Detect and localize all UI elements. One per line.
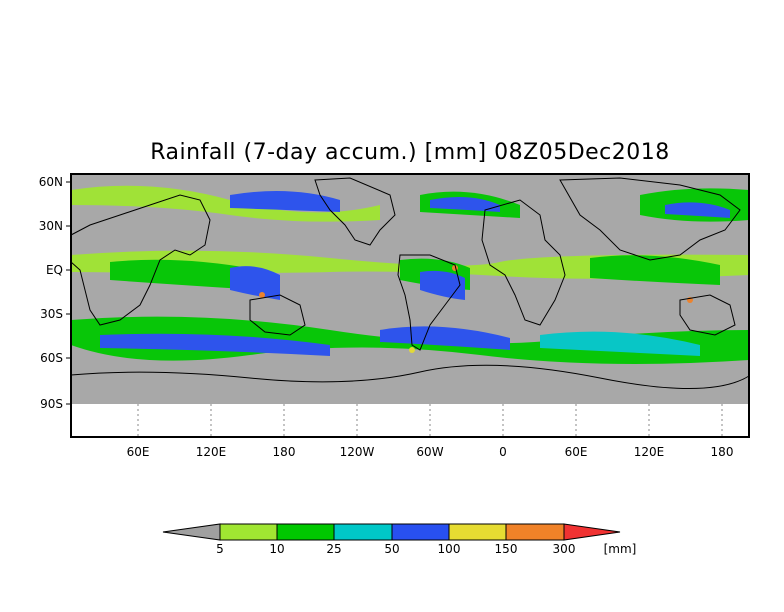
lon-label: 180 [711,445,734,459]
colorbar-level-label: 150 [495,542,518,556]
colorbar-segment [219,523,278,541]
colorbar-lower-triangle [162,523,221,541]
colorbar-level-label: 10 [269,542,284,556]
colorbar: 5 10 25 50 100 150 300 [mm] [162,523,637,556]
lon-label: 60E [127,445,150,459]
lon-axis: 60E 120E 180 120W 60W 0 60E 120E 180 [127,445,734,459]
map-frame [70,173,750,438]
lon-label: 120W [340,445,375,459]
no-rain-background [71,174,749,404]
colorbar-segment [505,523,565,541]
lat-label: 60N [39,175,63,189]
colorbar-segment [391,523,450,541]
lon-label: 0 [499,445,507,459]
lat-label: EQ [46,263,63,277]
lon-label: 60W [416,445,443,459]
colorbar-unit-label: [mm] [604,542,637,556]
lon-label: 120E [196,445,227,459]
colorbar-level-label: 100 [438,542,461,556]
lat-label: 90S [40,397,63,411]
colorbar-level-label: 25 [326,542,341,556]
lat-label: 30S [40,307,63,321]
map-title: Rainfall (7-day accum.) [mm] 08Z05Dec201… [150,140,670,165]
colorbar-segment [276,523,335,541]
lon-label: 120E [634,445,665,459]
lon-label: 180 [273,445,296,459]
rain-field [71,185,749,364]
colorbar-segment [448,523,507,541]
lon-label: 60E [565,445,588,459]
colorbar-level-label: 50 [384,542,399,556]
colorbar-level-label: 5 [216,542,224,556]
lat-label: 60S [40,351,63,365]
colorbar-segment [333,523,393,541]
map-panel: 60N 30N EQ 30S 60S 90S 60E 120E 180 120W… [39,173,750,459]
colorbar-level-label: 300 [553,542,576,556]
coastlines [70,177,750,390]
lat-label: 30N [39,219,63,233]
lat-axis: 60N 30N EQ 30S 60S 90S [39,175,71,411]
colorbar-upper-triangle [563,523,621,541]
lon-gridlines [137,404,723,437]
missing-data-band [71,404,749,437]
